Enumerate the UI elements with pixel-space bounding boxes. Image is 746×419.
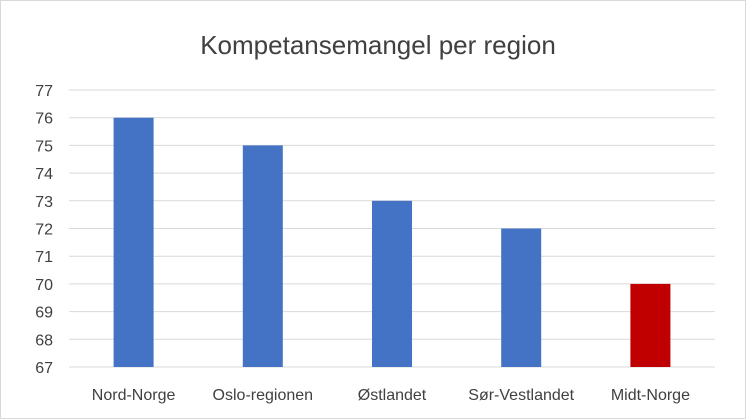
y-tick-label: 67: [35, 360, 53, 377]
y-tick-label: 73: [35, 194, 53, 211]
y-tick-label: 72: [35, 222, 53, 239]
bars: [113, 117, 671, 367]
bar-oslo-regionen: [242, 145, 283, 367]
y-tick-label: 77: [35, 83, 53, 100]
bar-nord-norge: [113, 117, 154, 367]
y-tick-label: 68: [35, 332, 53, 349]
y-tick-label: 74: [35, 166, 53, 183]
y-tick-label: 69: [35, 305, 53, 322]
y-axis-ticks: 67 68 69 70 71 72 73 74 75 76 77: [35, 83, 53, 377]
x-tick-label: Oslo-regionen: [213, 387, 314, 404]
x-tick-label: Midt-Norge: [611, 387, 690, 404]
x-tick-label: Sør-Vestlandet: [468, 387, 574, 404]
bar-midt-norge: [630, 283, 671, 367]
x-tick-label: Østlandet: [358, 387, 427, 404]
bar--stlandet: [372, 200, 412, 367]
bar-s-r-vestlandet: [501, 228, 542, 367]
x-tick-label: Nord-Norge: [92, 387, 176, 404]
y-tick-label: 75: [35, 138, 53, 155]
chart-title: Kompetansemangel per region: [200, 30, 556, 60]
y-tick-label: 71: [35, 249, 53, 266]
x-axis-ticks: Nord-Norge Oslo-regionen Østlandet Sør-Vest…: [92, 387, 690, 404]
y-tick-label: 76: [35, 111, 53, 128]
y-tick-label: 70: [35, 277, 53, 294]
